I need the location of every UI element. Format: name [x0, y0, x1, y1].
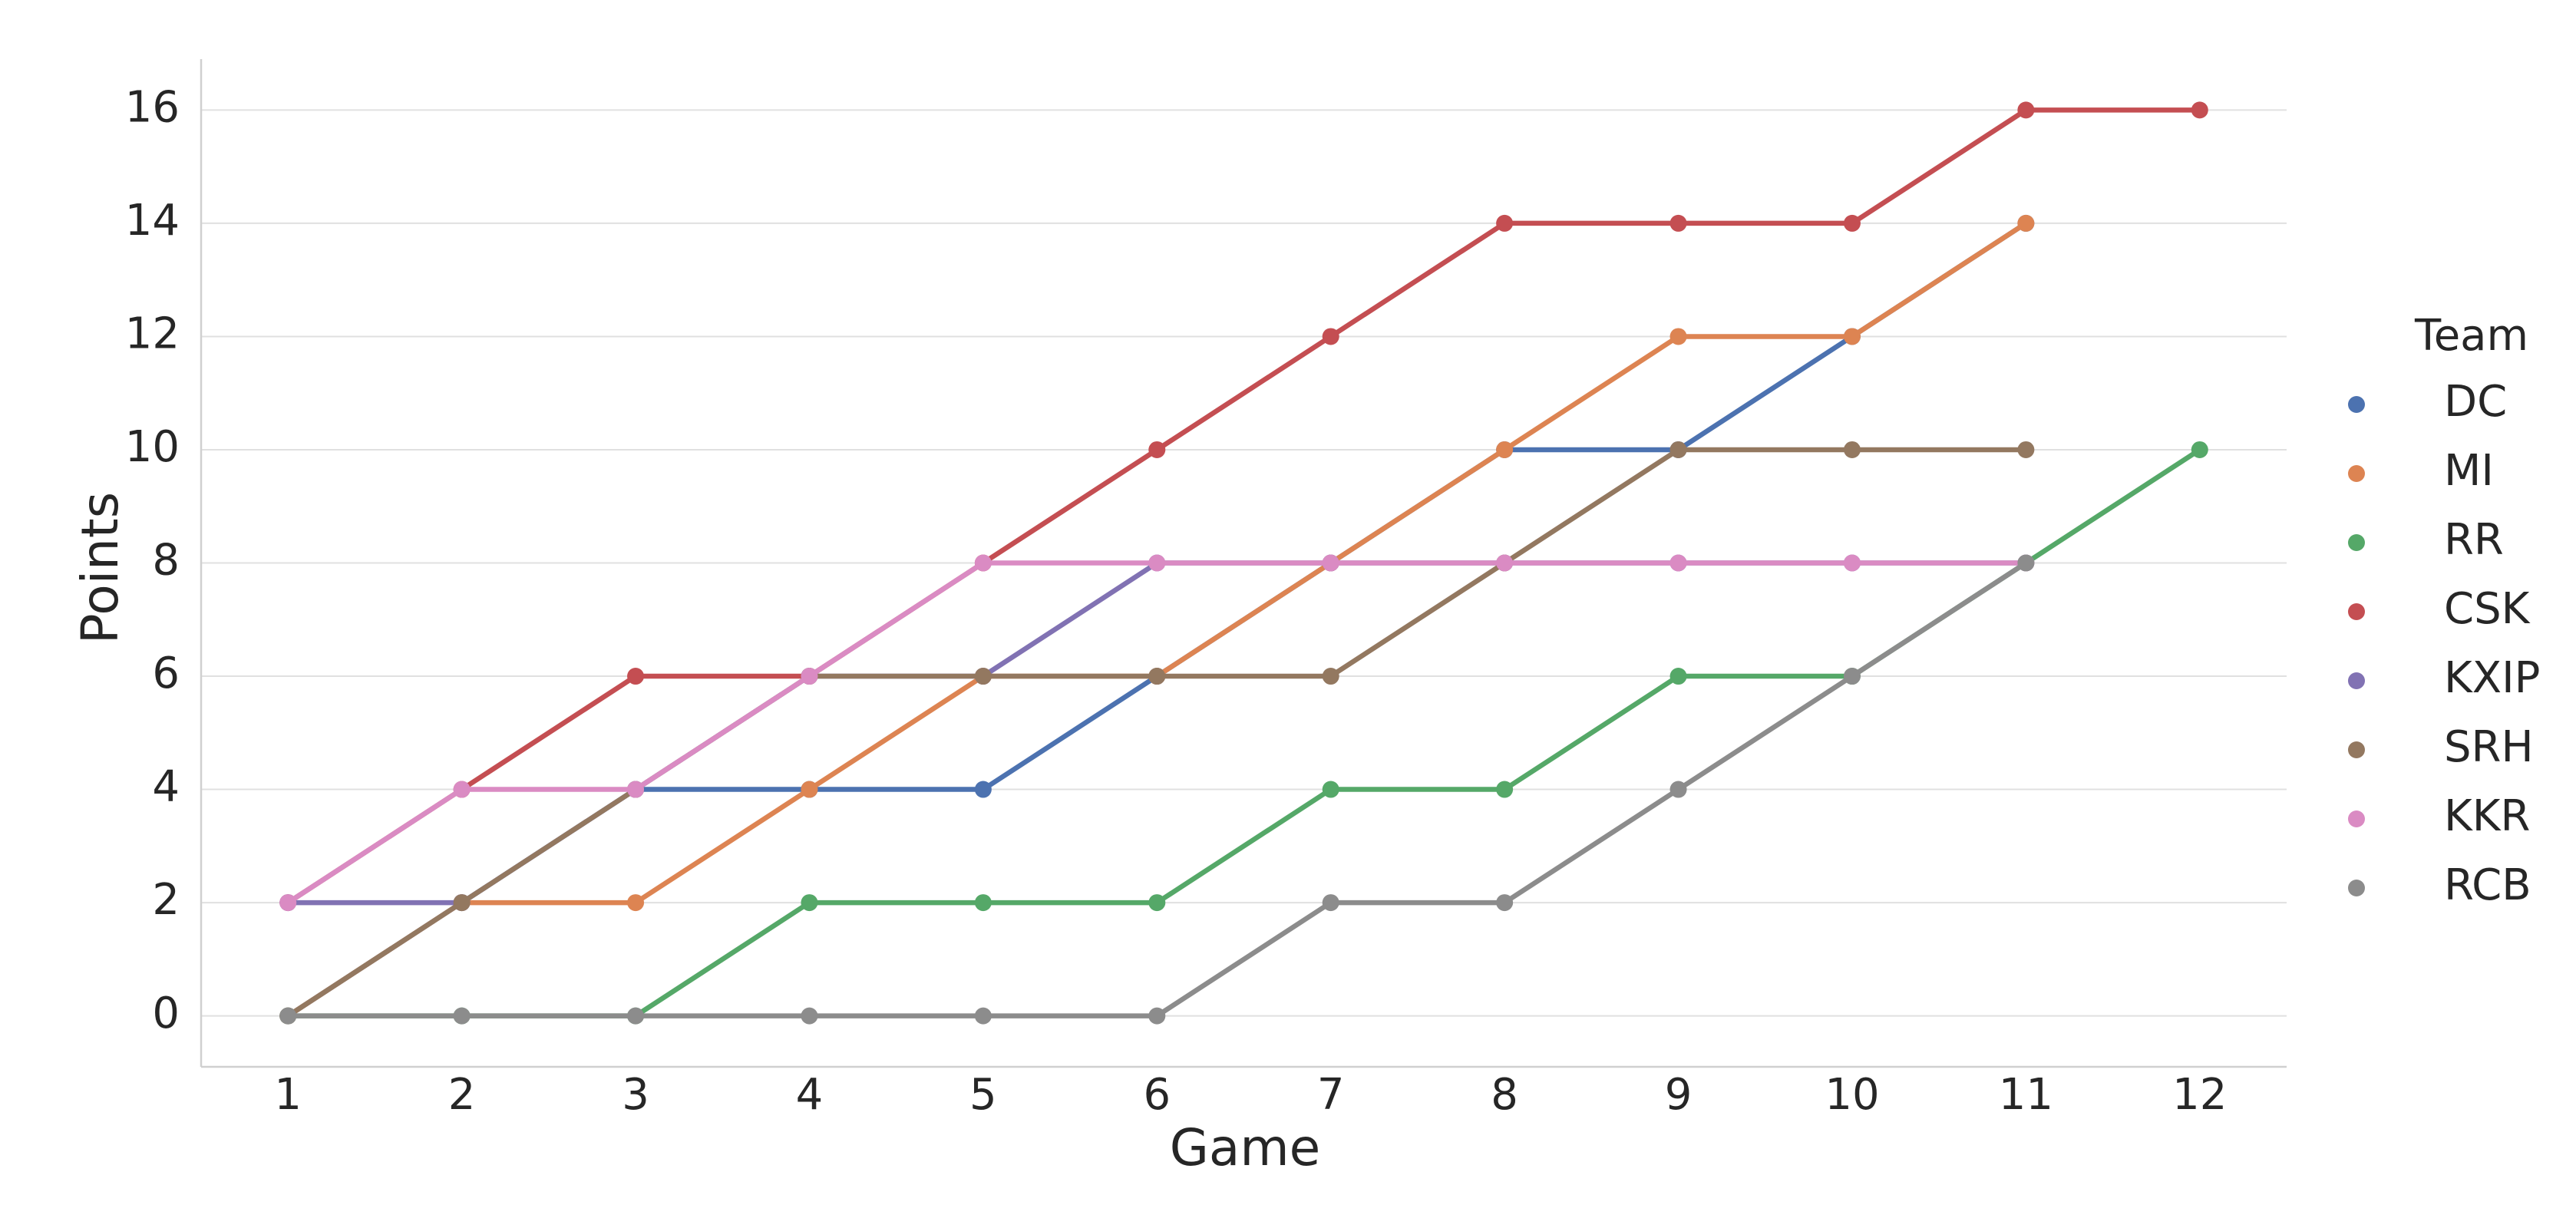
point: [1843, 554, 1861, 572]
legend-label: MI: [2444, 446, 2494, 496]
point: [1496, 894, 1514, 912]
y-tick-label: 2: [152, 875, 180, 925]
x-tick-label: 7: [1317, 1070, 1345, 1120]
legend-label: CSK: [2444, 584, 2531, 634]
point: [453, 1007, 471, 1025]
y-tick-label: 16: [125, 83, 180, 133]
point: [1843, 668, 1861, 685]
legend-marker: [2348, 603, 2365, 620]
point: [279, 1007, 297, 1025]
y-tick-label: 4: [152, 762, 180, 812]
series-line: [288, 447, 2201, 1018]
point: [974, 1007, 992, 1025]
legend-marker: [2348, 672, 2365, 689]
point: [974, 894, 992, 912]
y-axis-label: Points: [71, 492, 130, 644]
point: [1669, 328, 1687, 345]
point: [1669, 668, 1687, 685]
point: [279, 894, 297, 912]
legend-marker: [2348, 810, 2365, 827]
legend-label: SRH: [2444, 722, 2534, 772]
legend-marker: [2348, 534, 2365, 551]
legend-marker: [2348, 465, 2365, 482]
legend-label: KXIP: [2444, 653, 2540, 703]
point: [627, 1007, 645, 1025]
point: [1322, 781, 1339, 798]
point: [1843, 328, 1861, 345]
point: [801, 894, 818, 912]
point: [1669, 214, 1687, 232]
legend-label: DC: [2444, 377, 2507, 427]
x-tick-label: 12: [2172, 1070, 2227, 1120]
y-tick-label: 14: [125, 196, 180, 246]
point: [801, 1007, 818, 1025]
point: [801, 668, 818, 685]
point: [1669, 441, 1687, 458]
legend-marker: [2348, 741, 2365, 758]
x-tick-label: 2: [448, 1070, 476, 1120]
point: [974, 554, 992, 572]
point: [1148, 441, 1166, 458]
point: [1148, 1007, 1166, 1025]
y-tick-label: 6: [152, 649, 180, 698]
x-tick-label: 10: [1825, 1070, 1879, 1120]
point: [2017, 441, 2035, 458]
point: [1496, 781, 1514, 798]
point: [453, 781, 471, 798]
legend-marker: [2348, 396, 2365, 413]
x-tick-label: 4: [796, 1070, 824, 1120]
legend-marker: [2348, 880, 2365, 896]
y-tick-label: 12: [125, 309, 180, 359]
y-tick-label: 8: [152, 536, 180, 586]
point: [1148, 668, 1166, 685]
point: [1322, 894, 1339, 912]
point: [453, 894, 471, 912]
series-line: [286, 107, 2200, 905]
point: [1148, 554, 1166, 572]
point: [627, 668, 645, 685]
legend-title: Team: [2414, 311, 2528, 361]
point: [1669, 781, 1687, 798]
point: [2191, 441, 2208, 458]
point: [2017, 214, 2035, 232]
point: [1496, 554, 1514, 572]
y-tick-label: 0: [152, 989, 180, 1038]
x-tick-label: 1: [274, 1070, 302, 1120]
legend-label: RCB: [2444, 860, 2531, 910]
x-axis-label: Game: [1170, 1118, 1321, 1177]
point: [1148, 894, 1166, 912]
point: [2017, 554, 2035, 572]
point: [1843, 214, 1861, 232]
point: [1322, 554, 1339, 572]
point: [1322, 328, 1339, 345]
point: [2191, 101, 2208, 119]
legend-label: RR: [2444, 515, 2504, 565]
x-tick-label: 9: [1665, 1070, 1693, 1120]
point: [1496, 214, 1514, 232]
point: [2017, 101, 2035, 119]
point: [1669, 554, 1687, 572]
x-tick-label: 11: [1999, 1070, 2053, 1120]
x-tick-label: 5: [969, 1070, 997, 1120]
x-tick-label: 8: [1491, 1070, 1518, 1120]
point: [627, 894, 645, 912]
point: [1496, 441, 1514, 458]
point: [1843, 441, 1861, 458]
point: [627, 781, 645, 798]
point: [974, 668, 992, 685]
point: [801, 781, 818, 798]
y-tick-label: 10: [125, 422, 180, 472]
x-tick-label: 3: [622, 1070, 649, 1120]
legend-label: KKR: [2444, 791, 2530, 841]
point: [1322, 668, 1339, 685]
x-tick-label: 6: [1143, 1070, 1171, 1120]
point: [974, 781, 992, 798]
